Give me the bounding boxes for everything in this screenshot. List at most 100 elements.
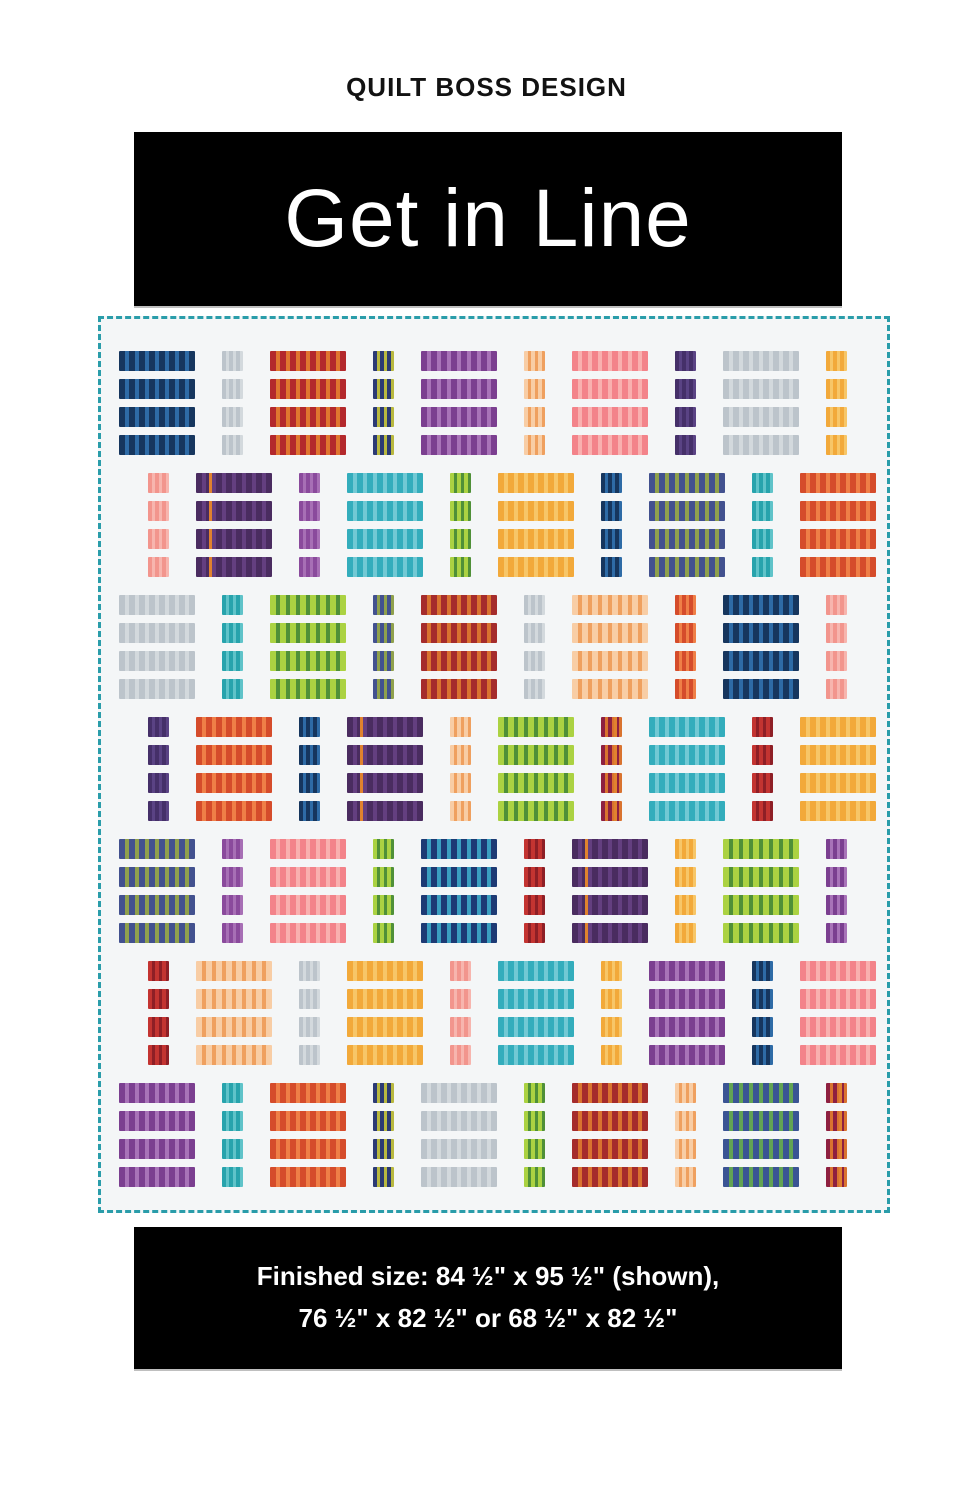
quilt-bar (752, 529, 773, 549)
quilt-bar (649, 1045, 725, 1065)
quilt-bar (723, 351, 799, 371)
quilt-bar (421, 923, 497, 943)
quilt-bar (800, 717, 876, 737)
quilt-bar (800, 557, 876, 577)
quilt-block-gray (421, 1083, 497, 1187)
quilt-bar (752, 989, 773, 1009)
quilt-bar (119, 351, 195, 371)
quilt-bar (119, 379, 195, 399)
quilt-bar (347, 801, 423, 821)
quilt-block-peach (675, 1083, 696, 1187)
quilt-block-gold (826, 351, 847, 455)
quilt-bar (675, 623, 696, 643)
quilt-bar (270, 351, 346, 371)
pattern-title: Get in Line (284, 173, 692, 264)
quilt-bar (524, 623, 545, 643)
quilt-block-peach (572, 595, 648, 699)
quilt-bar (421, 623, 497, 643)
quilt-bar (752, 501, 773, 521)
quilt-block-navyYellow (373, 351, 394, 455)
quilt-bar (675, 379, 696, 399)
quilt-bar (299, 501, 320, 521)
quilt-bar (601, 717, 622, 737)
quilt-bar (421, 651, 497, 671)
quilt-bar (299, 989, 320, 1009)
quilt-bar (196, 801, 272, 821)
quilt-bar (649, 801, 725, 821)
quilt-bar (752, 745, 773, 765)
quilt-bar (572, 623, 648, 643)
quilt-block-maroon (421, 595, 497, 699)
brand-text: QUILT BOSS DESIGN (346, 72, 627, 102)
quilt-bar (270, 595, 346, 615)
quilt-bar (119, 895, 195, 915)
quilt-bar (450, 745, 471, 765)
quilt-bar (572, 679, 648, 699)
quilt-bar (196, 961, 272, 981)
quilt-bar (675, 351, 696, 371)
quilt-bar (601, 501, 622, 521)
quilt-bar (572, 923, 648, 943)
quilt-bar (196, 501, 272, 521)
quilt-bar (148, 989, 169, 1009)
quilt-block-gray (119, 595, 195, 699)
quilt-block-maroon (572, 1083, 648, 1187)
quilt-bar (826, 1139, 847, 1159)
quilt-bar (373, 923, 394, 943)
quilt-bar (196, 1017, 272, 1037)
quilt-bar (723, 1083, 799, 1103)
quilt-bar (450, 1045, 471, 1065)
quilt-bar (752, 1045, 773, 1065)
quilt-block-teal (347, 473, 423, 577)
quilt-bar (723, 379, 799, 399)
quilt-bar (450, 473, 471, 493)
quilt-bar (421, 1083, 497, 1103)
quilt-bar (421, 839, 497, 859)
quilt-bar (826, 379, 847, 399)
quilt-bar (450, 773, 471, 793)
quilt-bar (649, 961, 725, 981)
quilt-row (101, 717, 887, 821)
quilt-block-navyTeal (421, 839, 497, 943)
quilt-bar (299, 473, 320, 493)
quilt-bar (498, 473, 574, 493)
quilt-bar (148, 745, 169, 765)
quilt-bar (524, 895, 545, 915)
quilt-bar (373, 1083, 394, 1103)
quilt-bar (675, 435, 696, 455)
quilt-bar (347, 1045, 423, 1065)
quilt-block-peach (196, 961, 272, 1065)
quilt-block-flame (800, 473, 876, 577)
quilt-bar (347, 989, 423, 1009)
quilt-bar (675, 923, 696, 943)
quilt-bar (270, 895, 346, 915)
quilt-bar (572, 1139, 648, 1159)
quilt-bar (649, 745, 725, 765)
quilt-bar (373, 351, 394, 371)
quilt-bar (649, 773, 725, 793)
quilt-block-indigo (675, 351, 696, 455)
quilt-block-navyOlive (649, 473, 725, 577)
quilt-block-coral (270, 839, 346, 943)
quilt-block-violet (222, 839, 243, 943)
quilt-bar (675, 407, 696, 427)
quilt-block-salmon (826, 595, 847, 699)
quilt-bar (119, 1167, 195, 1187)
quilt-bar (572, 1083, 648, 1103)
quilt-block-lime (270, 595, 346, 699)
quilt-bar (119, 1111, 195, 1131)
quilt-bar (498, 801, 574, 821)
quilt-block-gold (498, 473, 574, 577)
quilt-bar (826, 595, 847, 615)
quilt-bar (649, 989, 725, 1009)
quilt-block-teal (649, 717, 725, 821)
quilt-bar (572, 1167, 648, 1187)
quilt-bar (270, 379, 346, 399)
quilt-bar (601, 1045, 622, 1065)
quilt-bar (601, 961, 622, 981)
quilt-block-flame (675, 595, 696, 699)
quilt-bar (826, 351, 847, 371)
quilt-bar (649, 557, 725, 577)
quilt-bar (723, 923, 799, 943)
quilt-block-flame (270, 1083, 346, 1187)
